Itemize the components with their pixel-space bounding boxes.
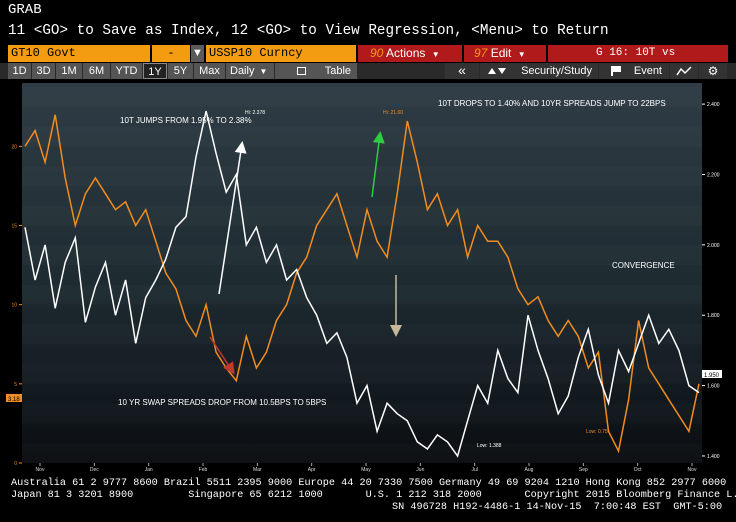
left-tick-label: 15 <box>11 224 17 230</box>
right-tick-label: 2.000 <box>707 243 720 249</box>
table-icon <box>297 67 306 75</box>
annotation-10t-jumps: 10T JUMPS FROM 1.95% TO 2.38% <box>120 116 252 125</box>
annotation-10t-drops: 10T DROPS TO 1.40% AND 10YR SPREADS JUMP… <box>438 99 666 108</box>
operator-dropdown-icon[interactable]: ▼ <box>191 45 204 62</box>
period-6m-button[interactable]: 6M <box>83 63 110 79</box>
screen-title: GRAB <box>8 2 42 18</box>
series-line-orange <box>24 114 700 454</box>
x-tick-label: May <box>361 467 371 473</box>
value-band <box>22 127 702 147</box>
flag-pole-icon <box>611 66 613 76</box>
edit-number: 97 <box>474 46 488 60</box>
green-arrow <box>371 131 385 198</box>
right-tick-label: 2.400 <box>707 102 720 108</box>
period-3d-button[interactable]: 3D <box>32 63 55 79</box>
settings-gear-icon[interactable]: ⚙ <box>699 63 727 79</box>
hi-label-orange: Hi: 21.60 <box>383 110 403 116</box>
up-triangle-icon <box>488 68 496 74</box>
frequency-dropdown-icon: ▼ <box>259 67 268 76</box>
graph-title: G 16: 10T vs Spreads <box>548 45 728 76</box>
series-line-white <box>24 110 700 458</box>
white-arrow <box>218 141 247 295</box>
low-label-orange: Low: 0.75 <box>586 429 608 435</box>
left-tick-label: 20 <box>11 144 17 150</box>
security-toolbar: GT10 Govt - ▼ USSP10 Curncy 90 Actions ▼… <box>0 45 736 76</box>
period-5y-button[interactable]: 5Y <box>168 63 193 79</box>
frequency-label: Daily <box>230 65 255 77</box>
footer-line-2: Japan 81 3 3201 8900 Singapore 65 6212 1… <box>11 490 736 501</box>
right-axis-ticks: 2.400 2.200 2.000 1.800 1.600 1.400 <box>702 102 720 460</box>
edit-dropdown-icon: ▼ <box>517 50 526 59</box>
edit-label: Edit <box>490 46 512 60</box>
last-value-white: 1.950 <box>704 373 720 379</box>
period-max-button[interactable]: Max <box>194 63 225 79</box>
instructions-line: 11 <GO> to Save as Index, 12 <GO> to Vie… <box>8 23 609 39</box>
line-chart-icon[interactable] <box>670 63 698 79</box>
period-1m-button[interactable]: 1M <box>56 63 82 79</box>
left-tick-label: 5 <box>14 382 17 388</box>
security-study-label: Security/Study <box>521 65 592 77</box>
x-tick-label: Nov <box>36 467 45 473</box>
last-value-tag-white <box>702 370 722 378</box>
left-tick-label: 10 <box>11 303 17 309</box>
footer-line-3: SN 496728 H192-4486-1 14-Nov-15 7:00:48 … <box>392 502 723 513</box>
edit-menu-button[interactable]: 97 Edit ▼ <box>464 45 546 62</box>
low-label-white: Low: 1.388 <box>477 443 502 449</box>
left-axis-ticks: 20 15 10 5 0 <box>11 144 22 467</box>
x-tick-label: Aug <box>525 467 534 473</box>
event-label: Event <box>633 65 662 77</box>
security1-field[interactable]: GT10 Govt <box>8 45 150 62</box>
down-triangle-icon <box>498 68 506 74</box>
table-label: Table <box>324 65 351 77</box>
footer-line-1: Australia 61 2 9777 8600 Brazil 5511 239… <box>11 478 727 489</box>
x-tick-label: Sep <box>579 467 588 473</box>
value-band <box>22 324 702 344</box>
period-1y-button[interactable]: 1Y <box>143 63 167 79</box>
frequency-dropdown[interactable]: Daily ▼ <box>226 63 274 79</box>
x-tick-label: Apr <box>308 467 316 473</box>
x-tick-label: Mar <box>253 467 262 473</box>
security-study-button[interactable]: Security/Study <box>480 63 598 79</box>
value-band <box>22 166 702 186</box>
x-year-label: 2015 <box>405 473 415 474</box>
x-tick-label: Jun <box>416 467 424 473</box>
right-tick-label: 1.800 <box>707 313 720 319</box>
value-band <box>22 245 702 265</box>
actions-menu-button[interactable]: 90 Actions ▼ <box>358 45 462 62</box>
right-tick-label: 2.200 <box>707 172 720 178</box>
x-tick-label: Jan <box>145 467 153 473</box>
last-value-tag-orange <box>6 394 22 402</box>
actions-dropdown-icon: ▼ <box>431 50 440 59</box>
x-year-label: 2014 <box>38 473 48 474</box>
left-tick-label: 0 <box>14 461 17 467</box>
annotation-swap-spreads: 10 YR SWAP SPREADS DROP FROM 10.5BPS TO … <box>118 398 326 407</box>
last-value-orange: 3.18 <box>8 397 20 403</box>
collapse-icon[interactable]: « <box>445 63 479 79</box>
hi-label-white: Hi: 2.378 <box>245 110 265 116</box>
event-button[interactable]: Event <box>599 63 669 79</box>
actions-number: 90 <box>370 46 384 60</box>
value-band <box>22 206 702 226</box>
actions-label: Actions <box>386 46 426 60</box>
x-tick-label: Oct <box>634 467 642 473</box>
annotation-convergence: CONVERGENCE <box>612 261 675 270</box>
plot-background <box>22 83 702 463</box>
period-1d-button[interactable]: 1D <box>8 63 31 79</box>
value-band <box>22 443 702 463</box>
x-tick-label: Nov <box>688 467 697 473</box>
period-toolbar: 1D 3D 1M 6M YTD 1Y 5Y Max Daily ▼ Table … <box>0 63 736 79</box>
period-ytd-button[interactable]: YTD <box>111 63 142 79</box>
x-tick-label: Dec <box>90 467 99 473</box>
right-tick-label: 1.400 <box>707 454 720 460</box>
x-axis-ticks: NovDecJanFebMarAprMayJunJulAugSepOctNov2… <box>36 463 697 474</box>
x-tick-label: Jul <box>471 467 477 473</box>
x-tick-label: Feb <box>199 467 208 473</box>
security2-field[interactable]: USSP10 Curncy <box>206 45 356 62</box>
operator-field[interactable]: - <box>152 45 190 62</box>
table-button[interactable]: Table <box>275 63 357 79</box>
red-arrow <box>209 336 235 375</box>
right-tick-label: 1.600 <box>707 384 720 390</box>
flag-icon <box>613 66 621 72</box>
